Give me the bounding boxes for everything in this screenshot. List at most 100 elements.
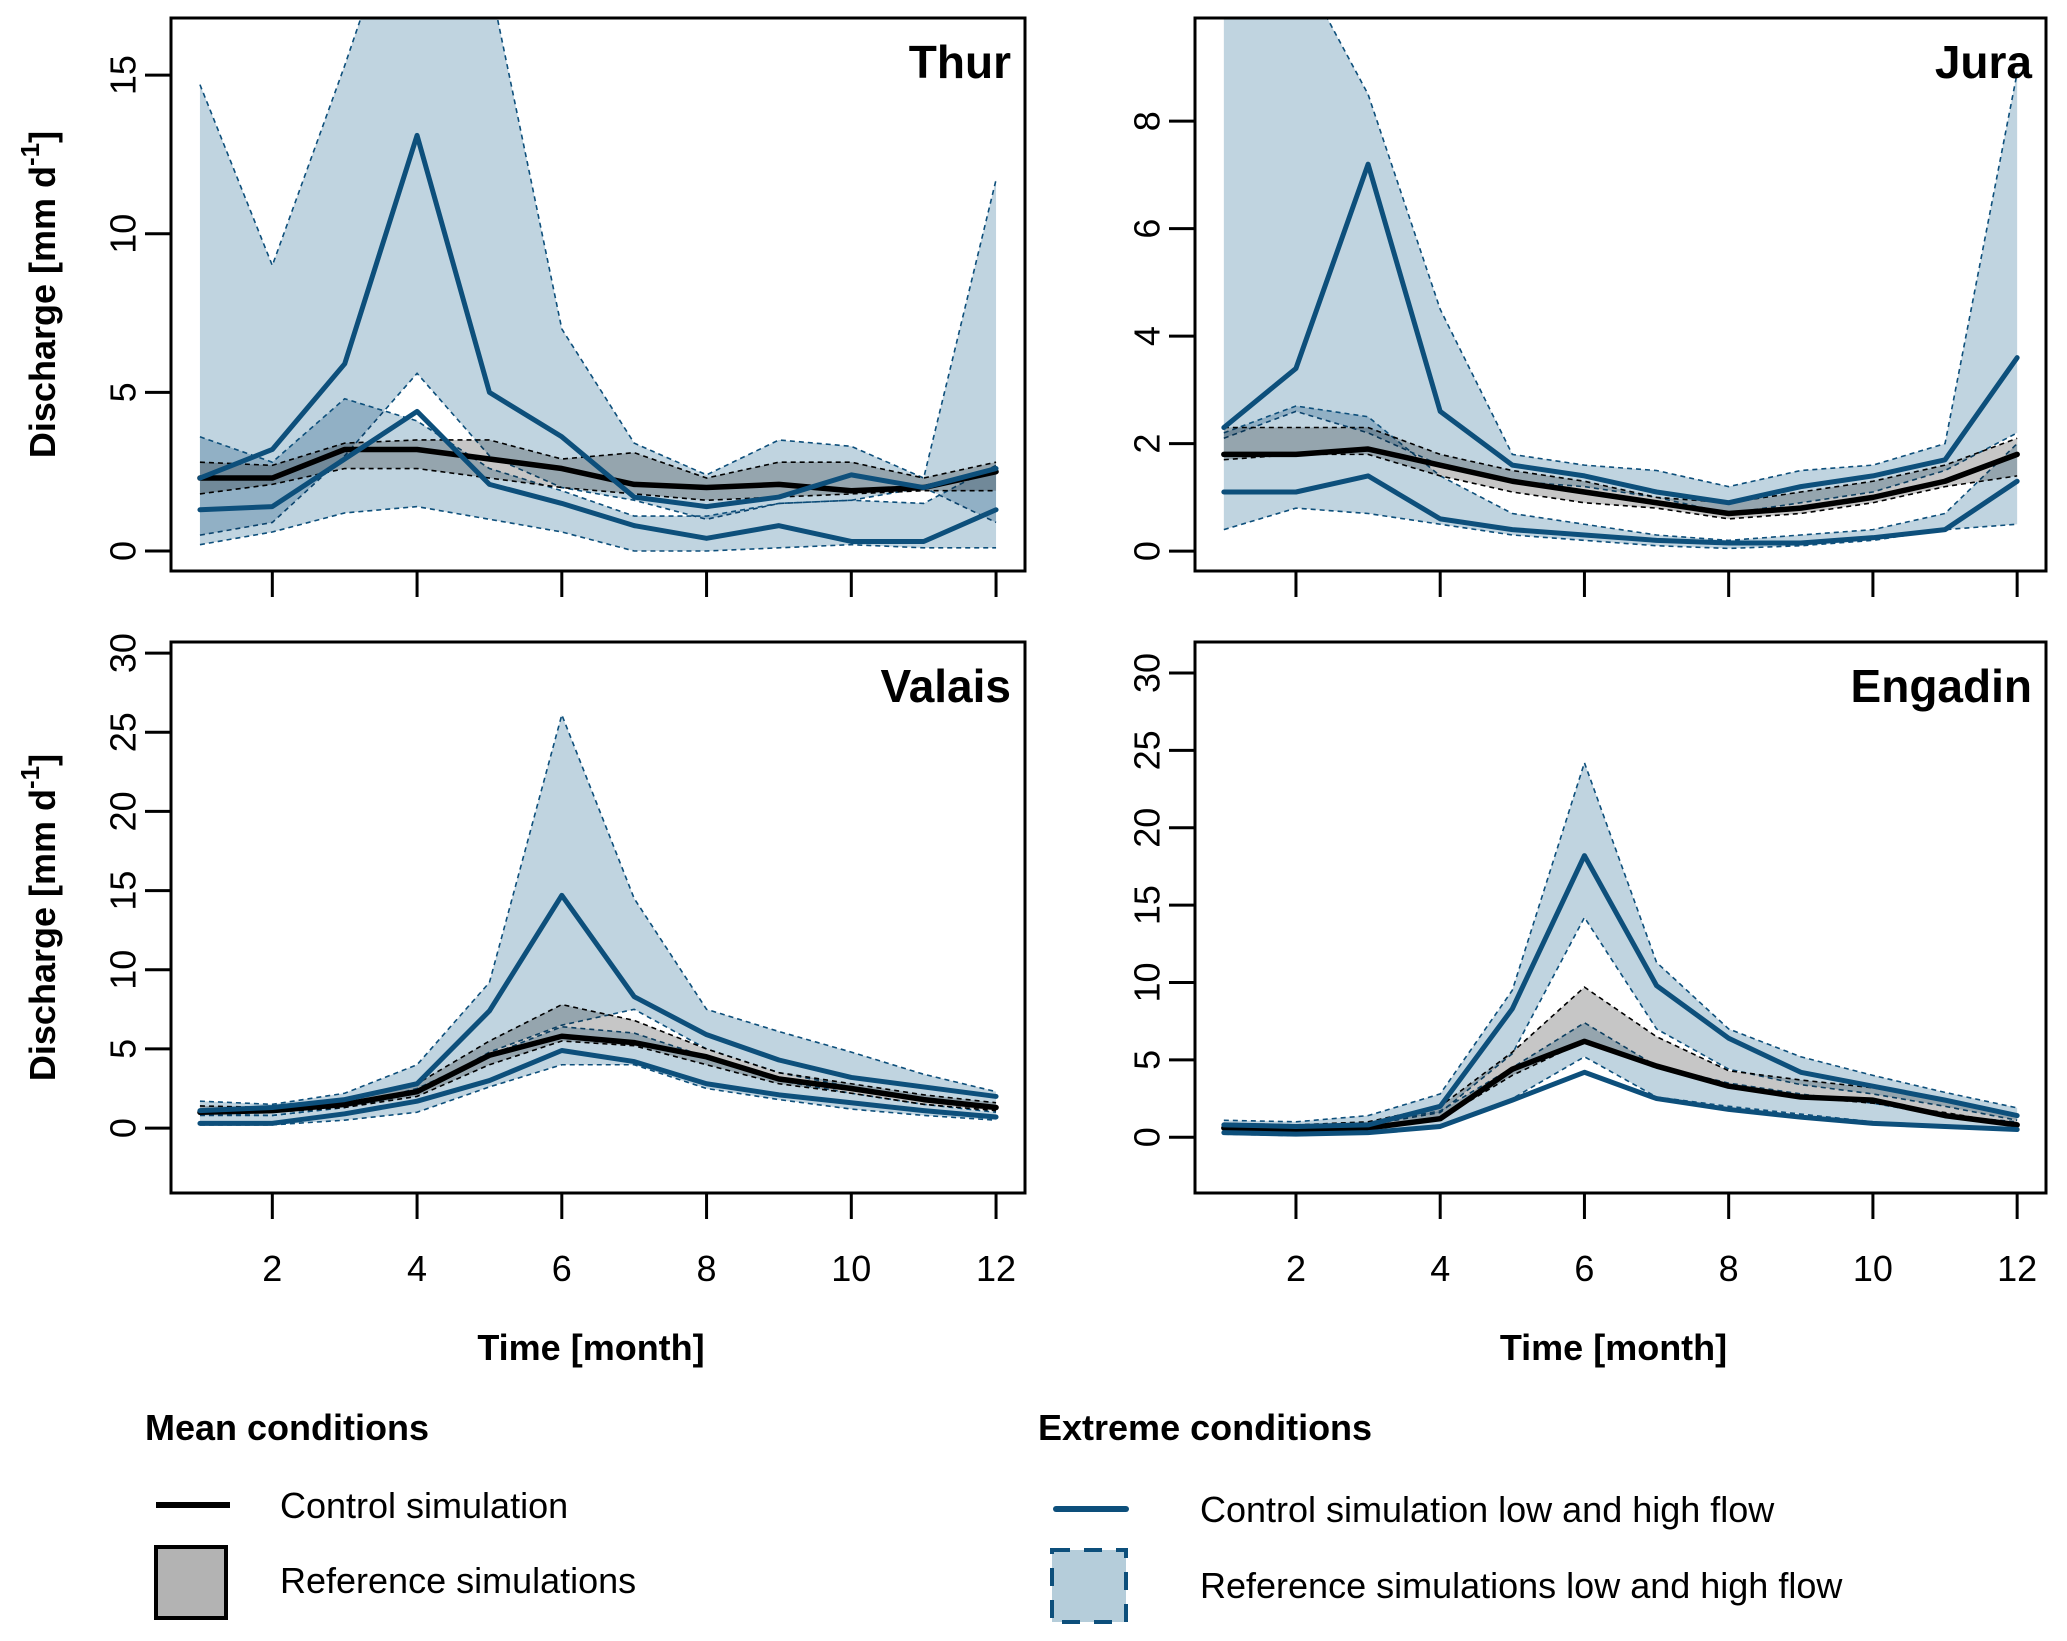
band-upper-edge (199, 397, 997, 517)
band-lower-edge (1223, 1055, 2018, 1137)
legend-label-control-simulation: Control simulation (280, 1485, 568, 1526)
y-axis-title-main: Discharge [mm d (22, 166, 63, 458)
y-tick-label: 20 (1127, 808, 1168, 848)
line-control-simulation (197, 1033, 999, 1115)
x-tick-label: 6 (552, 1248, 572, 1289)
band-upper-edge (1223, 405, 2018, 542)
x-tick-label: 8 (1719, 1248, 1739, 1289)
legend-label-reference-simulations: Reference simulations (280, 1560, 636, 1601)
y-axis-title: Discharge [mm d-1] (15, 131, 63, 458)
y-axis-title-end: ] (22, 131, 63, 143)
y-axis-title: Discharge [mm d-1] (15, 754, 63, 1081)
legend-swatch-reference-low-high-flow (1050, 1548, 1128, 1624)
line-control-simulation (197, 446, 999, 494)
band-reference-simulations (199, 1004, 997, 1114)
y-tick-label: 5 (103, 1039, 144, 1059)
y-tick-label: 4 (1127, 326, 1168, 346)
x-tick-label: 10 (1853, 1248, 1893, 1289)
band-reference-simulations-low-and-high-flow-lower-band (1223, 1022, 2018, 1136)
y-tick-label: 25 (1127, 730, 1168, 770)
y-axis-title-end: ] (22, 754, 63, 766)
panel-engadin: 0 5 10 15 20 25 30 2 4 6 8 10 12 Engadin Time [month] (1127, 640, 2048, 1368)
plot-area (197, 18, 999, 552)
x-tick-label: 2 (1286, 1248, 1306, 1289)
x-tick-label: 2 (262, 1248, 282, 1289)
line-control-simulation-low-flow (197, 1048, 999, 1126)
band-reference-simulations-low-and-high-flow-lower-band (199, 398, 997, 552)
plot-frame (169, 640, 1027, 1195)
band-reference-simulations-low-and-high-flow-upper-band (1223, 762, 2018, 1130)
y-axis-title-superscript: -1 (15, 143, 45, 166)
band-reference-simulations (1223, 427, 2018, 519)
x-tick-label: 8 (697, 1248, 717, 1289)
y-tick-label: 20 (103, 791, 144, 831)
line-control-simulation-low-flow (1221, 1069, 2020, 1137)
plot-frame (1193, 16, 2048, 573)
legend-swatch-reference-simulations (154, 1545, 228, 1620)
band-reference-simulations-low-and-high-flow-upper-band (199, 714, 997, 1116)
panel-title-jura: Jura (1935, 36, 2033, 88)
y-tick-label: 8 (1127, 111, 1168, 131)
line-control-simulation-high-flow (1221, 161, 2020, 506)
y-tick-label: 15 (1127, 885, 1168, 925)
panel-title-thur: Thur (909, 36, 1011, 88)
panel-valais: 0 5 10 15 20 25 30 2 4 6 8 10 12 Valais Time [month] Di… (15, 633, 1027, 1368)
line-control-simulation-high-flow (1221, 853, 2020, 1129)
band-reference-simulations-low-and-high-flow-lower-band (1223, 406, 2018, 549)
band-upper-edge (199, 1003, 997, 1109)
y-tick-label: 15 (103, 871, 144, 911)
x-tick-label: 6 (1574, 1248, 1594, 1289)
band-lower-edge (1223, 453, 2018, 520)
y-tick-label: 2 (1127, 434, 1168, 454)
plot-frame (1193, 640, 2048, 1195)
x-axis-title: Time [month] (1500, 1327, 1727, 1368)
x-tick-label: 4 (407, 1248, 427, 1289)
x-tick-label: 12 (1997, 1248, 2037, 1289)
panel-title-engadin: Engadin (1851, 660, 2032, 712)
panel-title-valais: Valais (881, 660, 1011, 712)
y-tick-label: 5 (1127, 1050, 1168, 1070)
band-upper-edge (199, 18, 997, 480)
y-tick-label: 0 (103, 541, 144, 561)
y-tick-label: 15 (103, 55, 144, 95)
y-axis-title-superscript: -1 (15, 766, 45, 789)
band-reference-simulations-low-and-high-flow-upper-band (1223, 18, 2018, 514)
line-control-simulation-high-flow (197, 892, 999, 1114)
panel-thur: 0 5 10 15 Thur Discharge [mm d-1] (15, 16, 1027, 597)
x-axis-title: Time [month] (477, 1327, 704, 1368)
band-reference-simulations-low-and-high-flow-lower-band (199, 1026, 997, 1125)
legend-label-reference-low-high-flow: Reference simulations low and high flow (1200, 1565, 1843, 1606)
plot-frame (169, 16, 1027, 573)
y-tick-label: 25 (103, 712, 144, 752)
y-tick-label: 0 (103, 1118, 144, 1138)
x-tick-label: 4 (1430, 1248, 1450, 1289)
line-control-simulation (1221, 1038, 2020, 1133)
line-control-simulation (1221, 446, 2020, 517)
y-axis-title-main: Discharge [mm d (22, 789, 63, 1081)
legend: Mean conditions Control simulation Refer… (145, 1407, 1843, 1624)
band-lower-edge (199, 467, 997, 502)
legend-heading-mean: Mean conditions (145, 1407, 429, 1448)
band-lower-edge (199, 1040, 997, 1115)
plot-area (1221, 18, 2020, 550)
band-lower-edge (199, 505, 997, 552)
plot-area (1221, 760, 2020, 1137)
legend-heading-extreme: Extreme conditions (1038, 1407, 1372, 1448)
y-tick-label: 10 (103, 214, 144, 254)
y-tick-label: 10 (1127, 962, 1168, 1002)
y-tick-label: 0 (1127, 541, 1168, 561)
y-tick-label: 30 (103, 633, 144, 673)
band-upper-edge (1326, 18, 2018, 488)
band-lower-edge (199, 1063, 997, 1126)
band-reference-simulations-low-and-high-flow-upper-band (199, 18, 997, 536)
x-tick-label: 12 (976, 1248, 1016, 1289)
y-tick-label: 10 (103, 950, 144, 990)
y-tick-label: 5 (103, 382, 144, 402)
x-tick-label: 10 (831, 1248, 871, 1289)
y-tick-label: 30 (1127, 653, 1168, 693)
y-tick-label: 6 (1127, 219, 1168, 239)
plot-area (197, 712, 999, 1126)
line-control-simulation-high-flow (197, 132, 999, 510)
line-control-simulation-low-flow-mid (197, 408, 999, 544)
